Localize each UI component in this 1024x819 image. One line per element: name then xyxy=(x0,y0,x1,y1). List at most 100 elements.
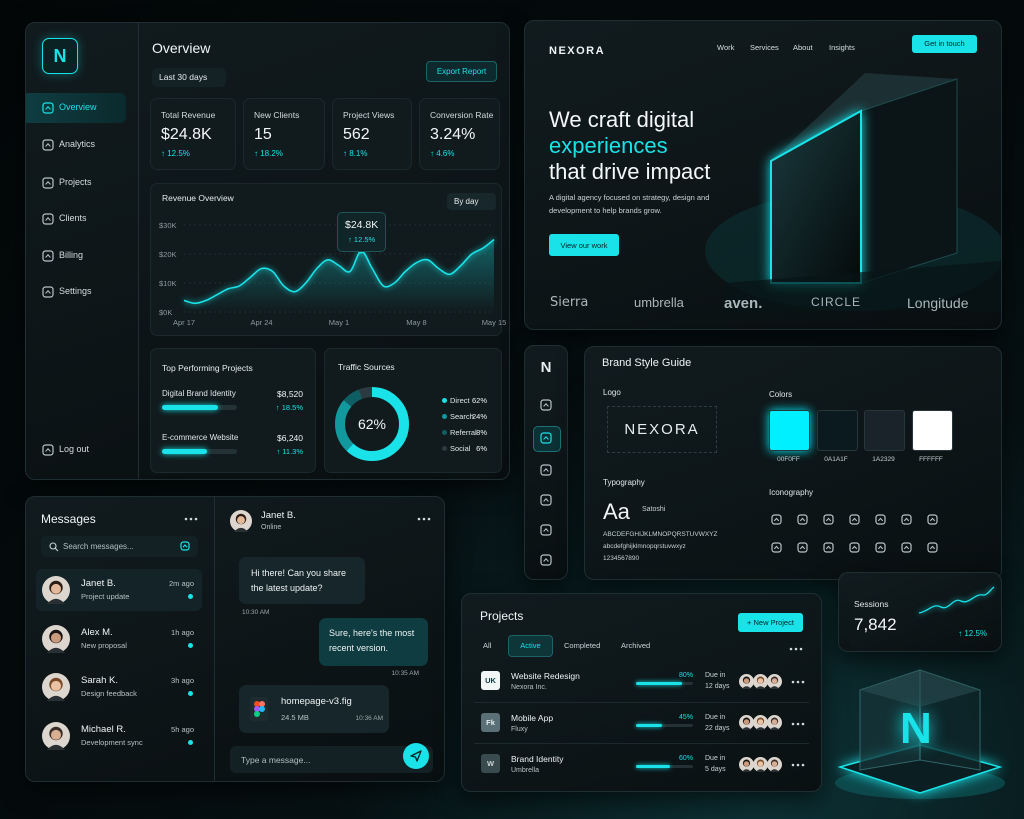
dot xyxy=(194,517,198,521)
avatar xyxy=(738,756,754,772)
avatar-face xyxy=(771,760,777,767)
due-value: 5 days xyxy=(705,766,726,773)
dashboard-panel: N Overview Analytics Projects Clients Billing… xyxy=(25,22,510,480)
avatar xyxy=(42,624,70,653)
dot xyxy=(796,763,800,767)
donut-segment xyxy=(335,387,409,461)
icon xyxy=(540,554,552,566)
icon-detail xyxy=(903,517,910,522)
nav-item[interactable]: Analytics xyxy=(59,139,96,149)
icon-shape xyxy=(875,542,886,553)
dot xyxy=(801,763,805,767)
iconography-label: Iconography xyxy=(769,488,814,497)
icon-detail xyxy=(543,402,549,407)
hero-panel: NEXORA Work Services About Insights Get in to… xyxy=(524,20,1002,330)
color-swatch xyxy=(911,410,953,451)
icon xyxy=(901,542,912,553)
tab[interactable]: Active xyxy=(520,641,541,650)
conversation-preview: Design feedback xyxy=(81,689,137,698)
icon-shape xyxy=(42,102,54,114)
avatar xyxy=(738,715,754,730)
hero-cube xyxy=(705,73,1001,311)
fig-d xyxy=(259,706,265,712)
new-project-label: + New Project xyxy=(747,618,794,627)
avatar xyxy=(42,721,70,750)
project-row-name[interactable]: Website Redesign xyxy=(511,671,580,681)
input-placeholder: Type a message... xyxy=(241,755,311,765)
client-logo: CIRCLE xyxy=(811,295,862,309)
sessions-panel: Sessions 7,842 ↑ 12.5% xyxy=(838,572,1002,652)
icon-detail xyxy=(773,517,780,522)
icon xyxy=(42,102,54,114)
period-select[interactable]: By day xyxy=(447,193,496,210)
client-logo: aven. xyxy=(724,295,763,312)
nav-item[interactable]: Projects xyxy=(59,177,92,187)
icon-shape xyxy=(540,399,552,411)
icon-detail xyxy=(45,253,51,258)
nav-item[interactable]: Billing xyxy=(59,250,84,260)
avatar-body xyxy=(741,685,751,689)
project-row-name[interactable]: Mobile App xyxy=(511,712,554,723)
tab[interactable]: Completed xyxy=(564,641,601,650)
conversation-time: 5h ago xyxy=(171,724,194,734)
chat-name: Janet B. xyxy=(261,510,296,521)
stat-label: Project Views xyxy=(343,110,395,120)
tab[interactable]: All xyxy=(483,641,492,650)
icon xyxy=(797,514,808,525)
conversation-name[interactable]: Alex M. xyxy=(81,626,113,638)
hero-nav[interactable]: Work xyxy=(717,43,735,52)
color-code: 0A1A1F xyxy=(824,456,848,463)
icon-detail xyxy=(543,497,549,502)
hero-nav[interactable]: Insights xyxy=(829,43,855,52)
export-button[interactable]: Export Report xyxy=(426,61,497,82)
due-label: Due in xyxy=(705,672,726,679)
icon-shape xyxy=(823,514,834,525)
conversation-name[interactable]: Michael R. xyxy=(81,723,126,735)
avatar xyxy=(766,756,782,772)
tab[interactable]: Archived xyxy=(621,641,651,650)
hero-nav[interactable]: About xyxy=(793,43,813,52)
project-row-name[interactable]: Brand Identity xyxy=(511,754,564,764)
icon xyxy=(901,514,912,525)
icon xyxy=(849,514,860,525)
legend-label: Social xyxy=(450,444,471,453)
logout[interactable]: Log out xyxy=(59,444,90,454)
cube-top xyxy=(771,73,957,161)
conversation-name[interactable]: Sarah K. xyxy=(81,675,118,686)
logo-label: Logo xyxy=(603,388,621,397)
avatar-body xyxy=(741,768,751,772)
headline-line: We craft digital xyxy=(549,107,695,132)
projects-title: Projects xyxy=(480,609,524,623)
nav-item[interactable]: Clients xyxy=(59,213,87,223)
icon-shape xyxy=(180,541,190,551)
view-work-button[interactable]: View our work xyxy=(549,234,619,256)
message-input[interactable]: Type a message... xyxy=(230,746,433,773)
search-box[interactable]: Search messages... xyxy=(41,536,198,557)
icon xyxy=(42,213,54,225)
dot xyxy=(796,680,800,684)
menu-dots xyxy=(791,722,805,725)
nav-item[interactable]: Overview xyxy=(59,102,97,112)
traffic-title: Traffic Sources xyxy=(338,362,395,372)
project-name: E-commerce Website xyxy=(162,433,239,442)
icon xyxy=(771,542,782,553)
client-logo: Sierra xyxy=(550,295,589,310)
new-project-button[interactable]: + New Project xyxy=(738,613,803,632)
export-label: Export Report xyxy=(436,67,487,76)
cta-button[interactable]: Get in touch xyxy=(912,35,977,53)
icon-shape xyxy=(42,177,54,189)
icon-shape xyxy=(797,514,808,525)
icon xyxy=(42,139,54,151)
nav-item[interactable]: Settings xyxy=(59,286,92,296)
range-select[interactable]: Last 30 days xyxy=(152,68,226,87)
hero-nav[interactable]: Services xyxy=(750,43,779,52)
icon-shape xyxy=(901,542,912,553)
send-button[interactable] xyxy=(403,743,429,769)
icon-detail xyxy=(543,557,549,562)
avatar-body xyxy=(46,744,66,750)
status-dot xyxy=(188,594,193,599)
avatar xyxy=(738,673,754,689)
project-badge: UK xyxy=(481,671,500,690)
conversation-name[interactable]: Janet B. xyxy=(81,578,116,589)
icon xyxy=(42,286,54,298)
